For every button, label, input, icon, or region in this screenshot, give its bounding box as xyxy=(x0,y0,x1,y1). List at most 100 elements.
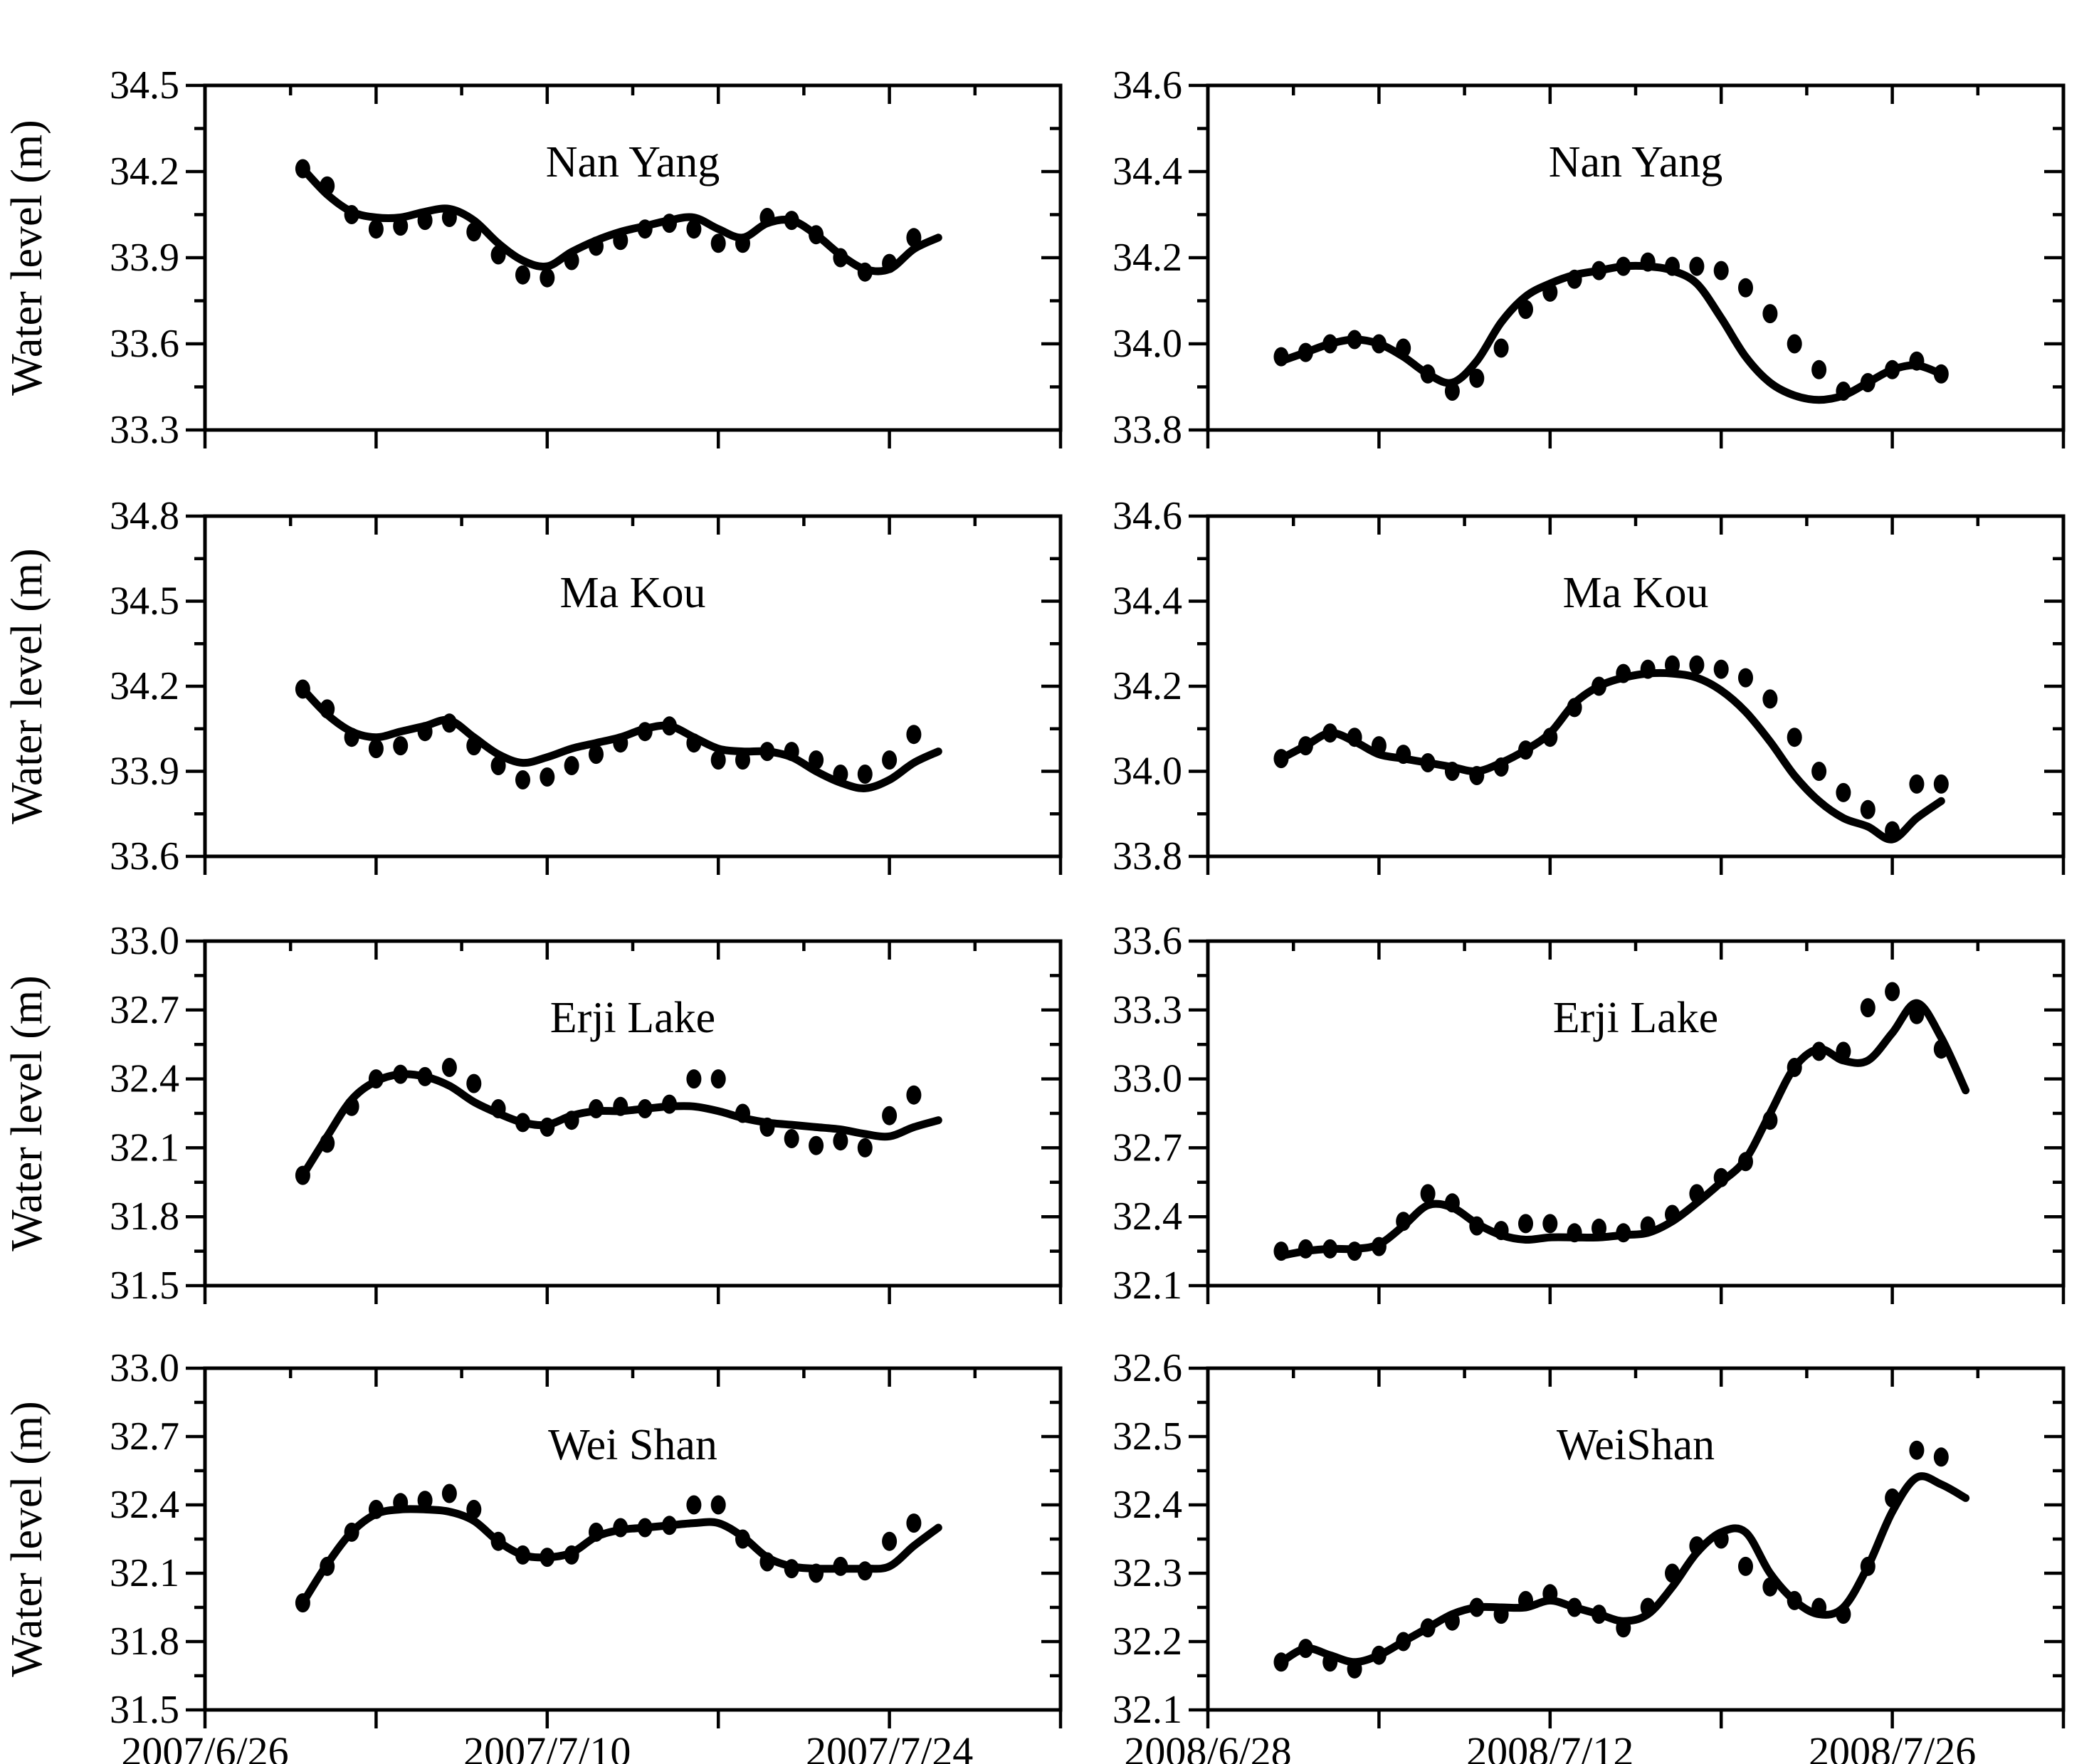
observed-dot xyxy=(613,1518,628,1538)
observed-dot xyxy=(1933,774,1949,794)
subplot-nan-yang-2008: 33.8 34.0 34.2 34.4 34.6 Nan Yang xyxy=(1112,63,2066,452)
observed-dot xyxy=(1640,659,1656,679)
observed-dot xyxy=(417,211,433,231)
observed-dot xyxy=(441,713,457,733)
observed-dot xyxy=(613,1096,628,1116)
simulated-line xyxy=(298,1070,942,1180)
panel-title: Erji Lake xyxy=(1553,994,1718,1042)
observed-dot xyxy=(637,722,653,742)
observed-dot xyxy=(466,1499,482,1519)
x-tick-label: 2008/7/12 xyxy=(1466,1728,1634,1764)
observed-dot xyxy=(784,1129,799,1148)
observed-dot xyxy=(1567,698,1582,718)
observed-dot xyxy=(1616,663,1631,683)
observed-dot xyxy=(1322,723,1338,743)
y-tick-label: 32.4 xyxy=(110,1057,179,1101)
y-tick-label: 32.6 xyxy=(1112,1346,1182,1390)
observed-dot xyxy=(662,716,677,736)
observed-dot xyxy=(417,1491,433,1511)
y-tick-label: 33.6 xyxy=(110,834,179,878)
observed-dot xyxy=(1298,1639,1313,1659)
observed-dot xyxy=(1298,342,1313,362)
observed-dot xyxy=(368,1499,384,1519)
plot-border xyxy=(203,1366,1063,1712)
y-axis-label: Water level (m) xyxy=(3,975,51,1251)
observed-dot xyxy=(320,1133,335,1153)
observed-dot xyxy=(393,216,409,236)
observed-dot xyxy=(1469,368,1485,388)
observed-dot xyxy=(735,1529,750,1549)
observed-dot xyxy=(1909,774,1925,794)
subplot-nan-yang-2007: 33.3 33.6 33.9 34.2 34.5 Nan Yang Water level … xyxy=(3,63,1063,452)
y-tick-label: 32.1 xyxy=(1112,1688,1182,1732)
observed-dot xyxy=(1542,1214,1558,1234)
observed-dot xyxy=(1885,821,1900,841)
observed-dot xyxy=(1592,1218,1606,1238)
observed-dot xyxy=(1933,1447,1949,1467)
observed-dot xyxy=(686,733,702,753)
observed-dot xyxy=(1933,1039,1949,1059)
observed-dot xyxy=(515,265,530,285)
observed-dot xyxy=(1396,745,1411,765)
observed-dot xyxy=(662,1094,677,1114)
observed-dot xyxy=(1885,1488,1900,1508)
observed-dot xyxy=(759,1552,775,1572)
observed-dot xyxy=(1420,364,1436,384)
observed-dot xyxy=(1811,1041,1827,1061)
observed-dot xyxy=(1371,1237,1387,1256)
observed-dot xyxy=(710,1495,726,1515)
observed-dot xyxy=(368,739,384,759)
panel-title: WeiShan xyxy=(1557,1421,1715,1469)
y-tick-label: 33.3 xyxy=(110,408,179,452)
observed-dot xyxy=(295,1593,310,1613)
y-tick-label: 33.6 xyxy=(1112,919,1182,963)
observed-dot xyxy=(1713,1529,1729,1549)
observed-dot xyxy=(1933,364,1949,384)
observed-dot xyxy=(1371,736,1387,756)
observed-dot xyxy=(1567,1223,1582,1243)
observed-dot xyxy=(759,1117,775,1137)
observed-dot xyxy=(1640,1216,1656,1236)
observed-dot xyxy=(1347,330,1362,350)
x-tick-label: 2007/7/24 xyxy=(806,1728,973,1764)
observed-dot xyxy=(1298,1239,1313,1259)
observed-dot xyxy=(540,1548,555,1568)
observed-dot xyxy=(490,245,506,265)
y-tick-label: 32.3 xyxy=(1112,1551,1182,1595)
observed-dot xyxy=(1298,736,1313,756)
observed-dot xyxy=(784,742,799,762)
subplot-wei-shan-2007: 31.5 31.8 32.1 32.4 32.7 33.0 2007/6/26 2007/7/… xyxy=(3,1346,1063,1764)
observed-dot xyxy=(1909,1004,1925,1024)
y-tick-label: 32.4 xyxy=(1112,1483,1182,1527)
simulated-line xyxy=(1277,261,1945,404)
observed-dot xyxy=(882,1106,898,1125)
observed-dot xyxy=(1836,382,1851,401)
observed-dot xyxy=(1420,1184,1436,1204)
observed-dot xyxy=(1420,1618,1436,1638)
y-tick-label: 34.4 xyxy=(1112,149,1182,194)
observed-dot xyxy=(441,208,457,227)
y-tick-label: 32.2 xyxy=(1112,1619,1182,1664)
observed-dot xyxy=(809,225,824,245)
observed-dot xyxy=(1738,1556,1753,1576)
y-tick-label: 33.0 xyxy=(110,1346,179,1390)
observed-dot xyxy=(759,208,775,227)
observed-dot xyxy=(1396,1212,1411,1232)
observed-dot xyxy=(490,1099,506,1118)
observed-dot xyxy=(589,745,604,765)
observed-dot xyxy=(857,1138,873,1157)
observed-dot xyxy=(1738,1152,1753,1172)
observed-dot xyxy=(540,268,555,288)
simulated-line xyxy=(1277,668,1945,844)
y-tick-label: 32.4 xyxy=(1112,1195,1182,1239)
observed-dot xyxy=(368,1069,384,1089)
observed-dot xyxy=(1493,1221,1509,1241)
panel-title: Nan Yang xyxy=(546,138,720,187)
observed-dot xyxy=(833,765,848,784)
observed-dot xyxy=(613,733,628,753)
observed-dot xyxy=(686,219,702,239)
observed-dot xyxy=(295,1165,310,1185)
observed-dot xyxy=(1836,1605,1851,1624)
observed-dot xyxy=(1347,728,1362,747)
